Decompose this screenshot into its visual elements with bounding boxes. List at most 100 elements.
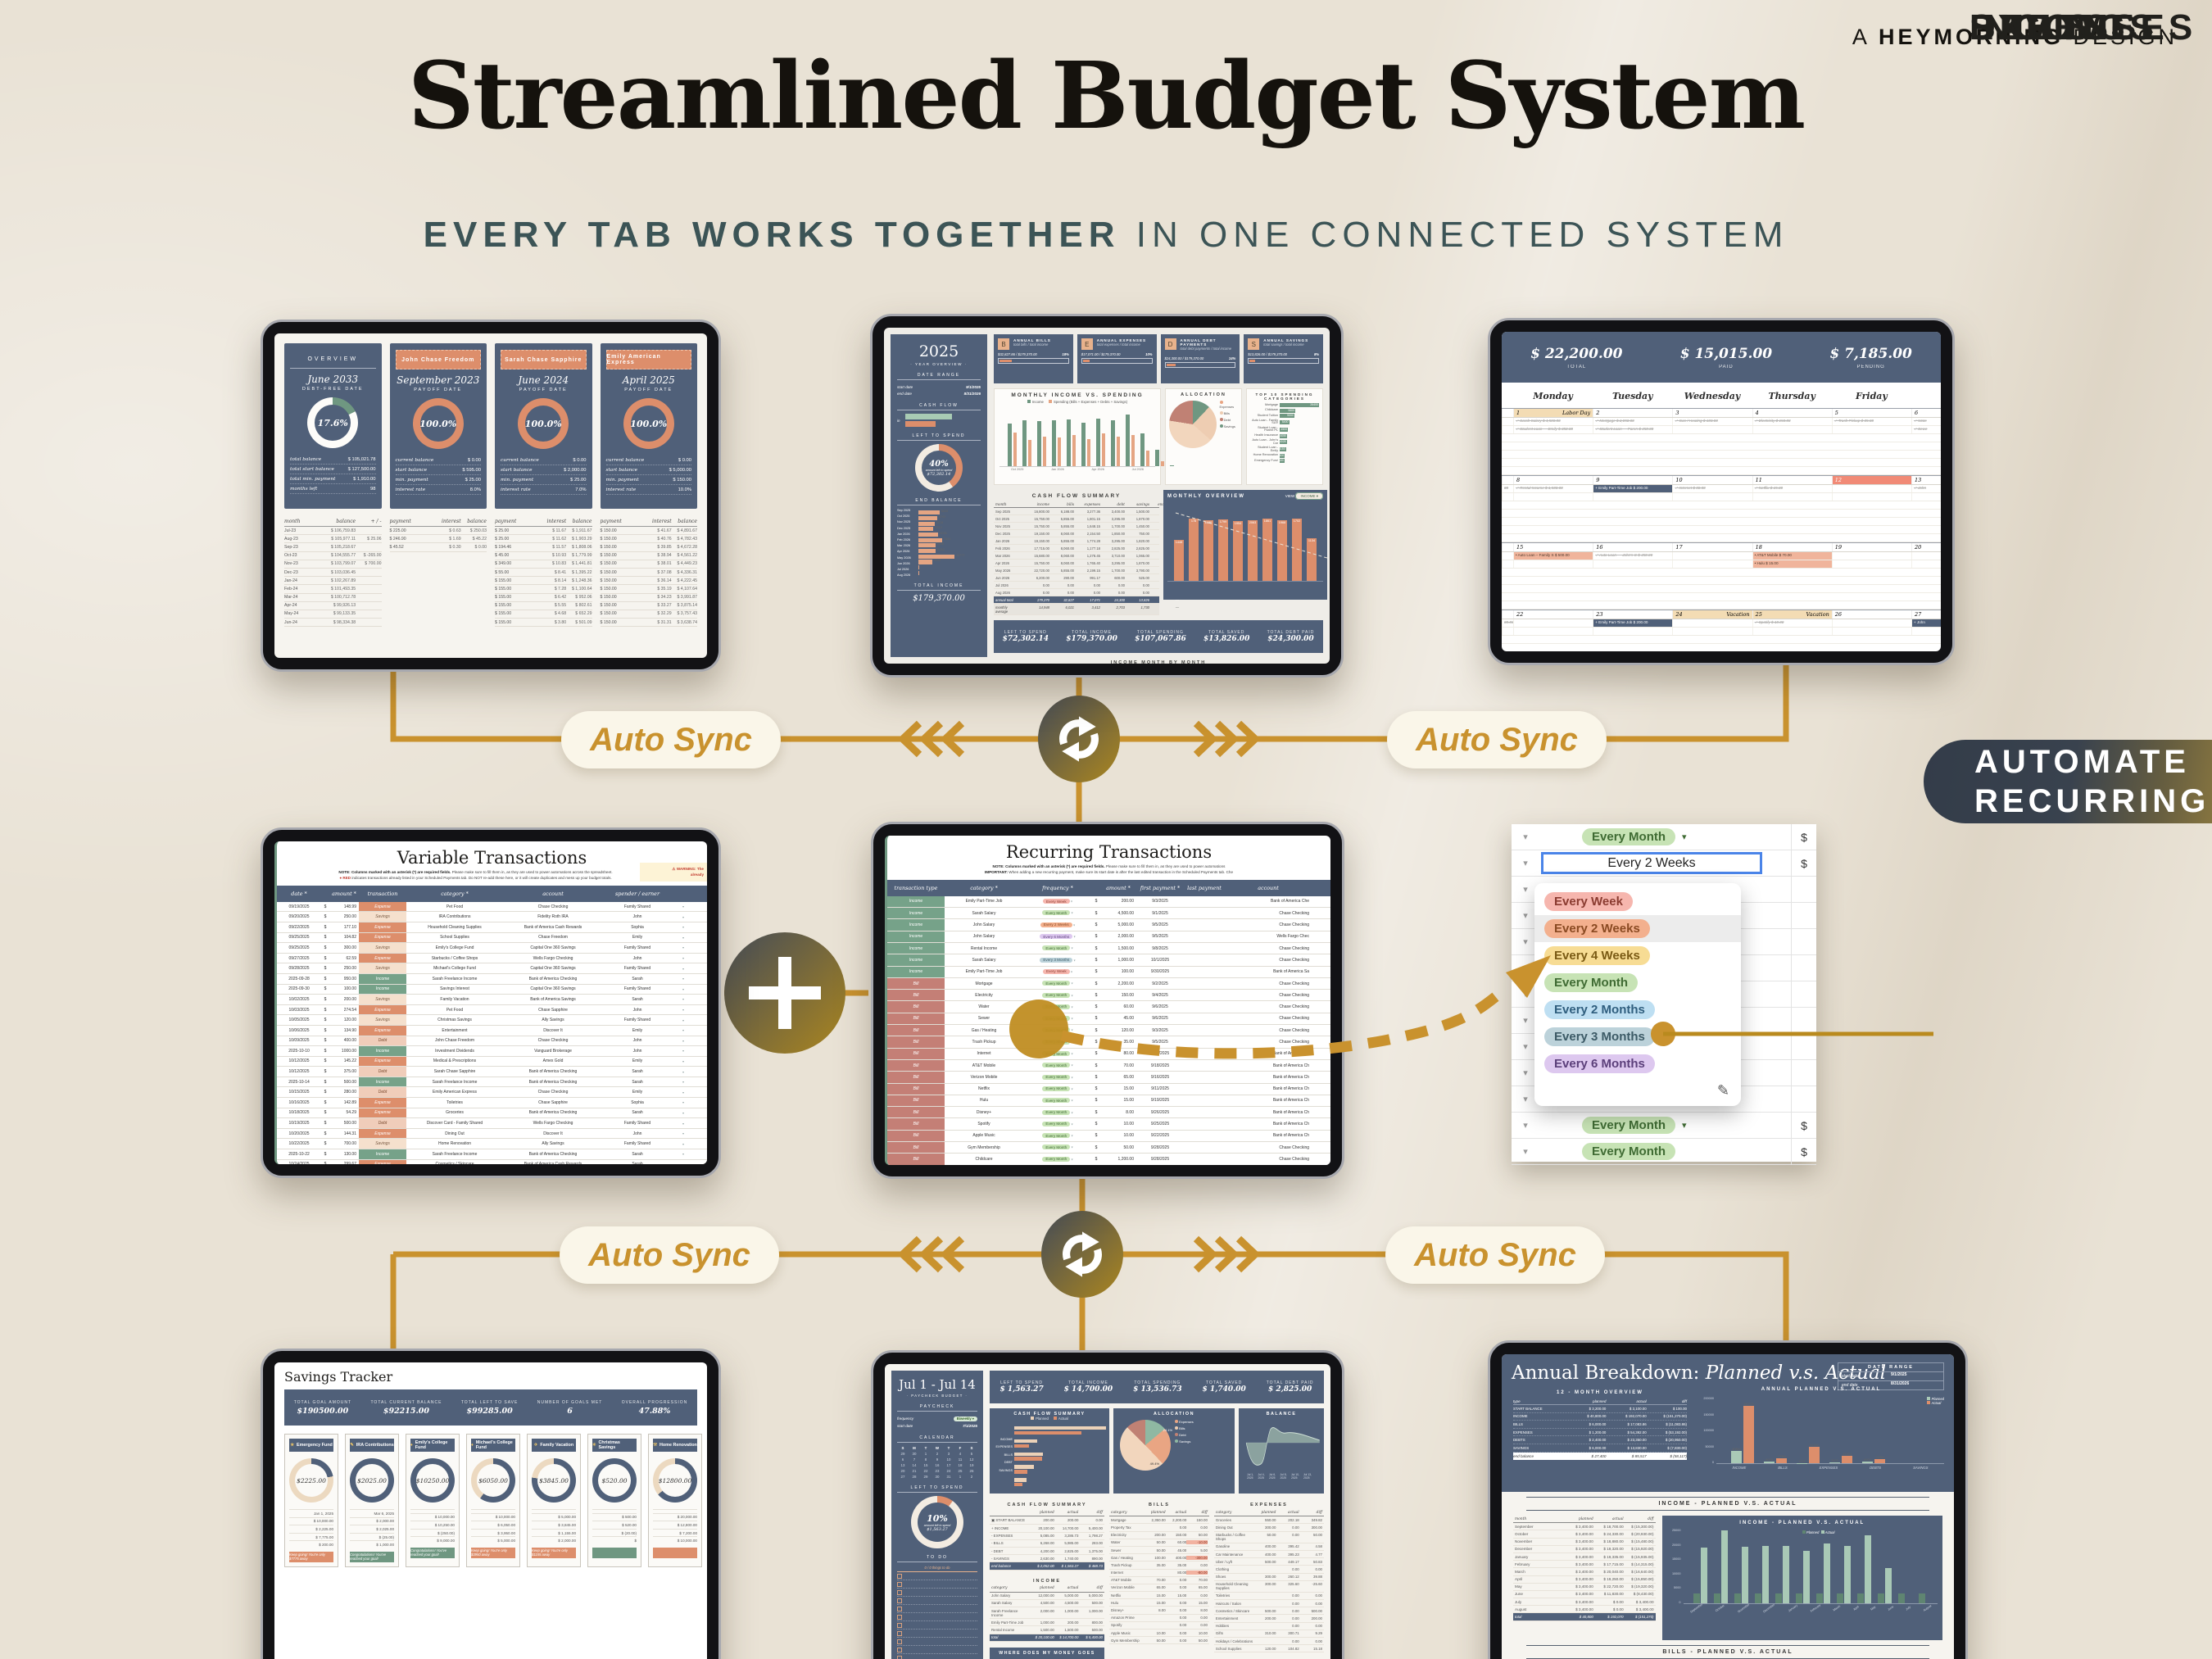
recurring-row[interactable]: Income Sarah Salary Every Month ▾ $4,500… (887, 908, 1330, 920)
frequency-pill[interactable]: Every Month (1042, 992, 1071, 998)
frequency-option[interactable]: Every 2 Weeks (1534, 915, 1741, 942)
recurring-row[interactable]: Income John Salary Every 6 Months ▾ $2,0… (887, 931, 1330, 943)
frequency-pill[interactable]: Every Month (1042, 1051, 1071, 1057)
frequency-pill[interactable]: Biweekly ▾ (953, 1416, 977, 1421)
rail-category-button[interactable]: EXPENSES (1969, 7, 2197, 48)
rail-category-button[interactable]: INCOME (1969, 7, 2138, 48)
calendar-day[interactable]: 16 (1593, 543, 1672, 551)
calendar-day[interactable]: 18 (1752, 543, 1832, 551)
recurring-row[interactable]: Bill Gas / Heating Every Month ▾ $120.00… (887, 1025, 1330, 1037)
calendar-day[interactable]: 6 (1911, 409, 1941, 417)
recurring-row[interactable]: Bill Water Every Month ▾ $60.00 9/6/2025 C… (887, 1001, 1330, 1013)
transaction-row[interactable]: 09/19/2025 $148.99 Expense Pet Food Chase … (277, 901, 707, 913)
calendar-day[interactable]: 13 (1911, 476, 1941, 484)
transaction-row[interactable]: 10/02/2025 $200.00 Savings Family Vacatio… (277, 995, 707, 1005)
calendar-day[interactable]: 25 Vacation (1752, 610, 1832, 619)
calendar-day[interactable]: 10 (1672, 476, 1752, 484)
frequency-pill[interactable]: Every Month (1042, 1156, 1071, 1162)
rail-category-button[interactable]: BILLS (1969, 7, 2095, 48)
transaction-row[interactable]: 09/25/2025 $104.82 Expense School Supplie… (277, 932, 707, 944)
frequency-pill[interactable]: Every Week (1042, 968, 1070, 974)
calendar-day[interactable]: 3 (1672, 409, 1752, 417)
transaction-row[interactable]: 10/12/2025 $145.22 Expense Medical & Pres… (277, 1056, 707, 1067)
calendar-day[interactable]: 5 (1831, 409, 1911, 417)
calendar-day[interactable]: 27 (1911, 610, 1941, 619)
frequency-pill[interactable]: Every Month (1042, 910, 1071, 916)
transaction-row[interactable]: 10/15/2025 $280.00 Debt Emily American Ex… (277, 1087, 707, 1099)
transaction-row[interactable]: 09/28/2025 $250.00 Savings Michael's Coll… (277, 963, 707, 974)
calendar-day[interactable]: 20 (1911, 543, 1941, 551)
recurring-row[interactable]: Bill Childcare Every Month ▾ $1,200.00 9/… (887, 1154, 1330, 1165)
calendar-day[interactable]: 17 (1672, 543, 1752, 551)
calendar-day[interactable]: 26 (1831, 610, 1911, 619)
frequency-edit-cell[interactable]: Every 2 Weeks (1541, 852, 1762, 874)
recurring-row[interactable]: Bill Internet Every Month ▾ $80.00 9/10/2… (887, 1048, 1330, 1060)
frequency-option[interactable]: Every Week (1534, 888, 1741, 915)
recurring-row[interactable]: Bill Sewer Every Month ▾ $45.00 9/6/2025 C… (887, 1013, 1330, 1026)
recurring-row[interactable]: Bill Netflix Every Month ▾ $15.00 9/11/20… (887, 1083, 1330, 1095)
transaction-row[interactable]: 2025-10-22 $130.00 Income Sarah Freelance… (277, 1149, 707, 1160)
rail-category-button[interactable]: DEBTS (1969, 7, 2113, 48)
frequency-option[interactable]: Every Month (1534, 969, 1741, 996)
frequency-pill[interactable]: Every Month (1042, 1121, 1071, 1126)
recurring-row[interactable]: Bill Spotify Every Month ▾ $10.00 9/25/20… (887, 1118, 1330, 1131)
frequency-pill[interactable]: Every 6 Months (1040, 934, 1073, 940)
transaction-row[interactable]: 10/18/2025 $54.29 Expense Groceries Bank o… (277, 1108, 707, 1119)
calendar-day[interactable]: 9 (1593, 476, 1672, 484)
edit-pencil-icon[interactable]: ✎ (1716, 1082, 1729, 1099)
frequency-pill[interactable]: Every Month (1042, 1086, 1071, 1091)
transaction-row[interactable]: 09/22/2025 $177.10 Expense Household Clea… (277, 922, 707, 933)
recurring-row[interactable]: Bill Trash Pickup Every Month ▾ $35.00 9/… (887, 1036, 1330, 1049)
transaction-row[interactable]: 10/06/2025 $134.90 Expense Entertainment D… (277, 1025, 707, 1036)
transaction-row[interactable]: 2025-10-14 $500.00 Income Sarah Freelance… (277, 1077, 707, 1088)
recurring-row[interactable]: Bill Disney+ Every Month ▾ $8.00 9/26/202… (887, 1107, 1330, 1119)
frequency-option[interactable]: Every 3 Months (1534, 1023, 1741, 1050)
calendar-day[interactable] (1502, 476, 1513, 484)
recurring-row[interactable]: Bill Mortgage Every Month ▾ $2,200.00 9/2… (887, 977, 1330, 990)
frequency-pill[interactable]: Every Month (1582, 828, 1676, 845)
calendar-day[interactable]: 4 (1752, 409, 1832, 417)
calendar-day[interactable]: 2 (1593, 409, 1672, 417)
frequency-pill[interactable]: Every Month (1042, 1016, 1071, 1022)
transaction-row[interactable]: 10/09/2025 $400.00 Debt John Chase Freedo… (277, 1036, 707, 1047)
transaction-row[interactable]: 10/03/2025 $274.54 Expense Pet Food Chase … (277, 1004, 707, 1016)
transaction-row[interactable]: 09/25/2025 $300.00 Savings Emily's Colleg… (277, 943, 707, 954)
calendar-day[interactable] (1502, 543, 1513, 551)
recurring-row[interactable]: Income Rental Income Every Month ▾ $1,50… (887, 942, 1330, 955)
frequency-pill[interactable]: Every Month (1042, 1098, 1071, 1104)
transaction-row[interactable]: 10/20/2025 $144.31 Expense Dining Out Disc… (277, 1128, 707, 1140)
transaction-row[interactable]: 10/22/2025 $700.00 Savings Home Renovatio… (277, 1139, 707, 1150)
transaction-row[interactable]: 10/24/2025$299.67 Expense Cosmetics / Sk… (277, 1159, 707, 1164)
recurring-row[interactable]: Income Emily Part-Time Job Every Week ▾ … (887, 895, 1330, 909)
recurring-row[interactable]: Bill Verizon Mobile Every Month ▾ $65.00… (887, 1072, 1330, 1084)
recurring-row[interactable]: Bill Apple Music Every Month ▾ $10.00 9/2… (887, 1130, 1330, 1143)
frequency-pill[interactable]: Every Month (1042, 1109, 1071, 1115)
calendar-day[interactable]: 8 (1513, 476, 1593, 484)
recurring-row[interactable]: Bill AT&T Mobile Every Month ▾ $70.00 9/1… (887, 1059, 1330, 1072)
transaction-row[interactable]: 10/12/2025 $375.00 Debt Sarah Chase Sapph… (277, 1067, 707, 1077)
recurring-row[interactable]: Bill Gym Membership Every Month ▾ $50.00… (887, 1142, 1330, 1154)
transaction-row[interactable]: 10/05/2025 $120.00 Savings Christmas Savi… (277, 1015, 707, 1026)
transaction-row[interactable]: 2025-09-28 $950.00 Income Sarah Freelance… (277, 973, 707, 985)
calendar-day[interactable]: 22 (1513, 610, 1593, 619)
frequency-pill[interactable]: Every Month (1042, 1039, 1071, 1045)
calendar-day[interactable]: 15 (1513, 543, 1593, 551)
recurring-row[interactable]: Bill Electricity Every Month ▾ $150.00 9/… (887, 990, 1330, 1002)
frequency-pill[interactable]: Every Month (1042, 945, 1071, 951)
view-toggle[interactable]: INCOME ▾ (1295, 492, 1323, 500)
transaction-row[interactable]: 2025-10-10 $1000.00 Income Investment Div… (277, 1046, 707, 1057)
calendar-day[interactable]: 11 (1752, 476, 1832, 484)
rail-category-button[interactable]: SAVINGS (1969, 7, 2158, 48)
frequency-option[interactable]: Every 2 Months (1534, 996, 1741, 1023)
calendar-day[interactable]: 24 Vacation (1672, 610, 1752, 619)
calendar-day[interactable] (1502, 610, 1513, 619)
frequency-pill[interactable]: Every Week (1042, 899, 1070, 904)
frequency-pill[interactable]: Every Month (1042, 1063, 1071, 1068)
frequency-pill[interactable]: Every Month (1042, 981, 1071, 986)
transaction-row[interactable]: 10/16/2025 $142.89 Expense Toiletries Chas… (277, 1098, 707, 1108)
calendar-day[interactable] (1502, 409, 1513, 417)
calendar-day[interactable]: 12 (1831, 476, 1911, 484)
recurring-row[interactable]: Income Emily Part-Time Job Every Week ▾ … (887, 966, 1330, 978)
frequency-pill[interactable]: Every Month (1042, 1074, 1071, 1080)
frequency-option[interactable]: Every 6 Months (1534, 1050, 1741, 1077)
